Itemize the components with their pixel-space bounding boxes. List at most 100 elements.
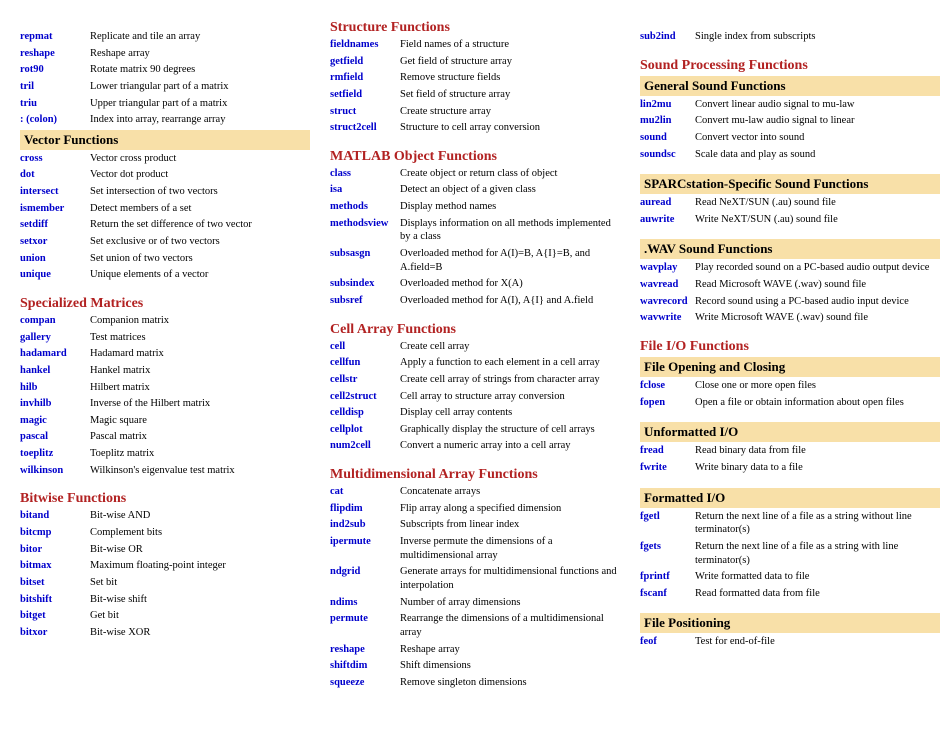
function-link[interactable]: ipermute: [330, 535, 400, 549]
function-link[interactable]: repmat: [20, 30, 90, 44]
function-link[interactable]: permute: [330, 612, 400, 626]
function-link[interactable]: auwrite: [640, 213, 695, 227]
cell-list: cellCreate cell arraycellfunApply a func…: [330, 340, 620, 453]
function-link[interactable]: ndgrid: [330, 565, 400, 579]
function-link[interactable]: subsref: [330, 294, 400, 308]
function-link[interactable]: ind2sub: [330, 518, 400, 532]
function-link[interactable]: wavplay: [640, 261, 695, 275]
function-link[interactable]: fgetl: [640, 510, 695, 524]
function-link[interactable]: toeplitz: [20, 447, 90, 461]
function-entry: bitxorBit-wise XOR: [20, 626, 310, 640]
function-link[interactable]: pascal: [20, 430, 90, 444]
function-link[interactable]: magic: [20, 414, 90, 428]
function-link[interactable]: cell: [330, 340, 400, 354]
function-link[interactable]: subsasgn: [330, 247, 400, 261]
function-link[interactable]: wavwrite: [640, 311, 695, 325]
function-link[interactable]: squeeze: [330, 676, 400, 690]
function-link[interactable]: bitxor: [20, 626, 90, 640]
function-description: Remove structure fields: [400, 71, 620, 85]
function-link[interactable]: wilkinson: [20, 464, 90, 478]
function-link[interactable]: gallery: [20, 331, 90, 345]
function-link[interactable]: struct2cell: [330, 121, 400, 135]
function-link[interactable]: hankel: [20, 364, 90, 378]
function-link[interactable]: fclose: [640, 379, 695, 393]
function-link[interactable]: hadamard: [20, 347, 90, 361]
function-link[interactable]: fscanf: [640, 587, 695, 601]
function-link[interactable]: hilb: [20, 381, 90, 395]
function-description: Cell array to structure array conversion: [400, 390, 620, 404]
function-link[interactable]: methodsview: [330, 217, 400, 231]
function-link[interactable]: methods: [330, 200, 400, 214]
function-link[interactable]: triu: [20, 97, 90, 111]
function-link[interactable]: feof: [640, 635, 695, 649]
function-link[interactable]: ndims: [330, 596, 400, 610]
function-link[interactable]: intersect: [20, 185, 90, 199]
function-link[interactable]: fopen: [640, 396, 695, 410]
function-link[interactable]: dot: [20, 168, 90, 182]
function-link[interactable]: struct: [330, 105, 400, 119]
function-link[interactable]: lin2mu: [640, 98, 695, 112]
function-link[interactable]: bitcmp: [20, 526, 90, 540]
function-entry: wavrecordRecord sound using a PC-based a…: [640, 295, 940, 309]
function-link[interactable]: fgets: [640, 540, 695, 554]
function-link[interactable]: bitand: [20, 509, 90, 523]
function-description: Get bit: [90, 609, 310, 623]
function-link[interactable]: cross: [20, 152, 90, 166]
function-entry: methodsDisplay method names: [330, 200, 620, 214]
function-link[interactable]: flipdim: [330, 502, 400, 516]
function-link[interactable]: union: [20, 252, 90, 266]
function-link[interactable]: subsindex: [330, 277, 400, 291]
function-link[interactable]: compan: [20, 314, 90, 328]
function-entry: ndimsNumber of array dimensions: [330, 596, 620, 610]
function-link[interactable]: cellplot: [330, 423, 400, 437]
function-link[interactable]: num2cell: [330, 439, 400, 453]
function-link[interactable]: getfield: [330, 55, 400, 69]
function-link[interactable]: fread: [640, 444, 695, 458]
function-description: Return the next line of a file as a stri…: [695, 540, 940, 567]
function-link[interactable]: setxor: [20, 235, 90, 249]
function-description: Vector dot product: [90, 168, 310, 182]
function-link[interactable]: mu2lin: [640, 114, 695, 128]
function-link[interactable]: celldisp: [330, 406, 400, 420]
function-link[interactable]: cellfun: [330, 356, 400, 370]
function-entry: bitcmpComplement bits: [20, 526, 310, 540]
function-link[interactable]: auread: [640, 196, 695, 210]
function-link[interactable]: ismember: [20, 202, 90, 216]
function-link[interactable]: sub2ind: [640, 30, 695, 44]
function-link[interactable]: rot90: [20, 63, 90, 77]
function-link[interactable]: cellstr: [330, 373, 400, 387]
function-description: Detect members of a set: [90, 202, 310, 216]
function-link[interactable]: bitmax: [20, 559, 90, 573]
function-link[interactable]: bitset: [20, 576, 90, 590]
function-link[interactable]: bitshift: [20, 593, 90, 607]
function-link[interactable]: setfield: [330, 88, 400, 102]
function-link[interactable]: reshape: [20, 47, 90, 61]
function-link[interactable]: tril: [20, 80, 90, 94]
function-link[interactable]: bitget: [20, 609, 90, 623]
function-link[interactable]: bitor: [20, 543, 90, 557]
function-link[interactable]: invhilb: [20, 397, 90, 411]
function-link[interactable]: fprintf: [640, 570, 695, 584]
function-link[interactable]: fieldnames: [330, 38, 400, 52]
function-description: Complement bits: [90, 526, 310, 540]
function-link[interactable]: wavrecord: [640, 295, 695, 309]
function-link[interactable]: rmfield: [330, 71, 400, 85]
function-description: Number of array dimensions: [400, 596, 620, 610]
function-description: Convert mu-law audio signal to linear: [695, 114, 940, 128]
function-link[interactable]: cell2struct: [330, 390, 400, 404]
function-link[interactable]: setdiff: [20, 218, 90, 232]
function-link[interactable]: unique: [20, 268, 90, 282]
function-entry: freadRead binary data from file: [640, 444, 940, 458]
function-link[interactable]: soundsc: [640, 148, 695, 162]
function-link[interactable]: sound: [640, 131, 695, 145]
function-entry: trilLower triangular part of a matrix: [20, 80, 310, 94]
function-link[interactable]: isa: [330, 183, 400, 197]
function-link[interactable]: fwrite: [640, 461, 695, 475]
function-link[interactable]: wavread: [640, 278, 695, 292]
function-link[interactable]: : (colon): [20, 113, 90, 127]
function-link[interactable]: shiftdim: [330, 659, 400, 673]
function-link[interactable]: reshape: [330, 643, 400, 657]
function-link[interactable]: cat: [330, 485, 400, 499]
function-link[interactable]: class: [330, 167, 400, 181]
function-description: Read NeXT/SUN (.au) sound file: [695, 196, 940, 210]
